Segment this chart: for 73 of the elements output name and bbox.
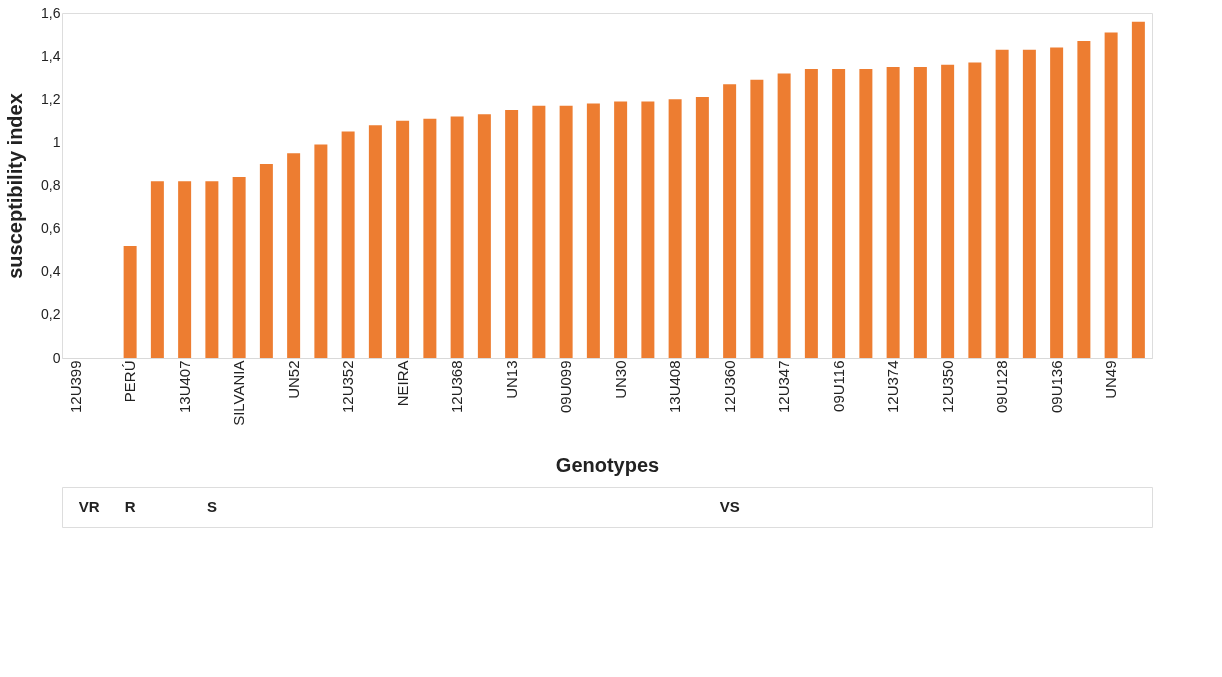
bar bbox=[913, 66, 927, 358]
bar bbox=[1131, 21, 1145, 358]
x-tick-label: 13U408 bbox=[666, 360, 684, 414]
bar bbox=[695, 97, 709, 358]
bar bbox=[968, 62, 982, 358]
bar bbox=[341, 131, 355, 358]
bar bbox=[259, 163, 273, 358]
x-tick-label: 09U136 bbox=[1047, 360, 1065, 414]
bar bbox=[614, 101, 628, 358]
bar bbox=[368, 125, 382, 358]
bar bbox=[941, 64, 955, 358]
bar bbox=[641, 101, 655, 358]
bar bbox=[750, 79, 764, 358]
x-axis-title: Genotypes bbox=[555, 453, 660, 476]
y-tick-label: 0 bbox=[52, 349, 61, 366]
bar bbox=[559, 105, 573, 358]
bar bbox=[832, 69, 846, 358]
bar bbox=[668, 99, 682, 358]
bar bbox=[150, 181, 164, 358]
bar bbox=[1022, 49, 1036, 358]
y-tick-label: 1,6 bbox=[41, 4, 61, 21]
x-tick-label: UN49 bbox=[1102, 360, 1120, 399]
bar bbox=[532, 105, 546, 358]
text: VR bbox=[78, 498, 100, 515]
bar bbox=[723, 84, 737, 358]
y-tick-label: 0,4 bbox=[41, 263, 61, 280]
bar bbox=[178, 181, 192, 358]
y-tick-label: 1,4 bbox=[41, 47, 61, 64]
x-tick-label: NEIRA bbox=[393, 360, 411, 407]
x-tick-label: 13U407 bbox=[175, 360, 193, 414]
bar bbox=[287, 153, 301, 358]
bar bbox=[859, 69, 873, 358]
bar bbox=[804, 69, 818, 358]
y-tick-label: 0,8 bbox=[41, 177, 61, 193]
y-tick-label: 0,2 bbox=[41, 306, 61, 323]
x-tick-label: 09U099 bbox=[557, 360, 575, 414]
y-tick-label: 1,2 bbox=[41, 90, 61, 107]
x-tick-label: 12U374 bbox=[884, 360, 902, 414]
bar bbox=[1077, 41, 1091, 358]
x-tick-label: PERÚ bbox=[121, 360, 139, 403]
bar bbox=[477, 114, 491, 358]
bar bbox=[886, 66, 900, 358]
bar bbox=[123, 245, 137, 358]
bar bbox=[396, 120, 410, 358]
x-tick-label: 12U399 bbox=[66, 360, 84, 414]
bar bbox=[423, 118, 437, 358]
text: R bbox=[124, 498, 136, 515]
bar bbox=[232, 176, 246, 358]
y-axis-title: susceptibility index bbox=[4, 93, 27, 279]
bar bbox=[995, 49, 1009, 358]
y-tick-label: 1 bbox=[52, 133, 61, 150]
x-tick-label: SILVANIA bbox=[230, 360, 248, 426]
bar bbox=[1050, 47, 1064, 358]
text: VS bbox=[719, 498, 740, 515]
bar bbox=[586, 103, 600, 358]
bar bbox=[505, 110, 519, 358]
x-tick-label: UN13 bbox=[502, 360, 520, 399]
x-tick-label: 09U116 bbox=[829, 360, 847, 412]
bar bbox=[777, 73, 791, 358]
x-tick-label: 12U360 bbox=[720, 360, 738, 414]
x-tick-label: 12U368 bbox=[448, 360, 466, 414]
bar bbox=[314, 144, 328, 358]
bar bbox=[450, 116, 464, 358]
x-tick-label: UN30 bbox=[611, 360, 629, 399]
x-tick-label: UN52 bbox=[284, 360, 302, 399]
x-tick-label: 12U347 bbox=[775, 360, 793, 414]
x-tick-label: 12U350 bbox=[938, 360, 956, 414]
x-tick-label: 12U352 bbox=[339, 360, 357, 414]
x-tick-label: 09U128 bbox=[993, 360, 1011, 414]
bar bbox=[1104, 32, 1118, 358]
bar bbox=[205, 181, 219, 358]
text: S bbox=[206, 498, 217, 515]
y-tick-label: 0,6 bbox=[41, 220, 61, 237]
